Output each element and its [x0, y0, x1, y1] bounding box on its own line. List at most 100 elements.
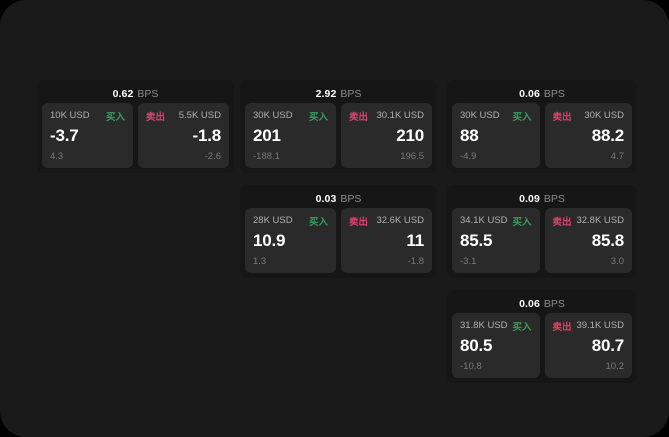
spread-card[interactable]: 0.03 BPS 28K USD 买入 10.9 1.3 卖出 — [240, 185, 437, 278]
buy-panel[interactable]: 30K USD 买入 201 -188.1 — [245, 103, 336, 168]
sell-panel-header: 卖出 32.8K USD — [552, 214, 625, 228]
sell-sub-value: 10.2 — [605, 361, 625, 372]
sell-price: 85.8 — [591, 231, 624, 250]
card-header: 2.92 BPS — [245, 85, 432, 103]
spread-card[interactable]: 0.06 BPS 31.8K USD 买入 80.5 -10.8 卖 — [447, 290, 637, 383]
card-body: 34.1K USD 买入 85.5 -3.1 卖出 32.8K USD 85.8… — [452, 208, 632, 273]
sell-side-label: 卖出 — [349, 111, 369, 123]
bps-unit-label: BPS — [543, 298, 565, 310]
buy-panel[interactable]: 10K USD 买入 -3.7 4.3 — [42, 103, 133, 168]
sell-panel[interactable]: 卖出 32.6K USD 11 -1.8 — [341, 208, 432, 273]
sell-sub-value: 4.7 — [610, 151, 624, 162]
sell-panel[interactable]: 卖出 5.5K USD -1.8 -2.6 — [138, 103, 229, 168]
buy-price: 80.5 — [460, 336, 493, 355]
sell-side-label: 卖出 — [146, 111, 166, 123]
buy-size-label: 30K USD — [460, 110, 500, 121]
buy-side-label: 买入 — [308, 216, 328, 228]
buy-side-label: 买入 — [512, 321, 532, 333]
board-column-2: 2.92 BPS 30K USD 买入 201 -188.1 卖出 — [240, 80, 437, 278]
card-header: 0.03 BPS — [245, 190, 432, 208]
sell-panel[interactable]: 卖出 32.8K USD 85.8 3.0 — [544, 208, 632, 273]
card-header: 0.06 BPS — [452, 85, 632, 103]
buy-panel[interactable]: 34.1K USD 买入 85.5 -3.1 — [452, 208, 540, 273]
sell-side-label: 卖出 — [552, 216, 572, 228]
buy-side-label: 买入 — [105, 111, 125, 123]
sell-panel[interactable]: 卖出 30.1K USD 210 196.5 — [341, 103, 432, 168]
buy-sub-value: -3.1 — [460, 256, 477, 267]
sell-panel[interactable]: 卖出 30K USD 88.2 4.7 — [544, 103, 632, 168]
buy-sub-value: -188.1 — [253, 151, 280, 162]
buy-panel[interactable]: 31.8K USD 买入 80.5 -10.8 — [452, 313, 540, 378]
buy-panel-header: 30K USD 买入 — [460, 109, 532, 123]
buy-panel[interactable]: 30K USD 买入 88 -4.9 — [452, 103, 540, 168]
card-body: 10K USD 买入 -3.7 4.3 卖出 5.5K USD -1.8 -2.… — [42, 103, 229, 168]
card-body: 31.8K USD 买入 80.5 -10.8 卖出 39.1K USD 80.… — [452, 313, 632, 378]
board-column-3: 0.06 BPS 30K USD 买入 88 -4.9 卖出 — [447, 80, 637, 383]
buy-panel-header: 10K USD 买入 — [50, 109, 125, 123]
spread-card[interactable]: 0.62 BPS 10K USD 买入 -3.7 4.3 卖出 — [37, 80, 234, 173]
card-body: 30K USD 买入 88 -4.9 卖出 30K USD 88.2 4.7 — [452, 103, 632, 168]
buy-panel-header: 28K USD 买入 — [253, 214, 328, 228]
buy-price: 88 — [460, 126, 479, 145]
sell-size-label: 5.5K USD — [178, 110, 221, 121]
sell-sub-value: -2.6 — [204, 151, 221, 162]
sell-panel-header: 卖出 32.6K USD — [349, 214, 424, 228]
bps-unit-label: BPS — [340, 88, 362, 100]
buy-price: -3.7 — [50, 126, 79, 145]
buy-sub-value: -4.9 — [460, 151, 477, 162]
card-header: 0.09 BPS — [452, 190, 632, 208]
spread-card[interactable]: 0.06 BPS 30K USD 买入 88 -4.9 卖出 — [447, 80, 637, 173]
buy-sub-value: -10.8 — [460, 361, 482, 372]
sell-sub-value: 3.0 — [610, 256, 624, 267]
spread-card[interactable]: 2.92 BPS 30K USD 买入 201 -188.1 卖出 — [240, 80, 437, 173]
spread-card[interactable]: 0.09 BPS 34.1K USD 买入 85.5 -3.1 卖出 — [447, 185, 637, 278]
spread-card-board: 0.62 BPS 10K USD 买入 -3.7 4.3 卖出 — [37, 80, 637, 383]
card-header: 0.06 BPS — [452, 295, 632, 313]
buy-sub-value: 4.3 — [50, 151, 64, 162]
bps-unit-label: BPS — [543, 88, 565, 100]
buy-price: 201 — [253, 126, 281, 145]
sell-size-label: 32.8K USD — [576, 215, 624, 226]
buy-panel[interactable]: 28K USD 买入 10.9 1.3 — [245, 208, 336, 273]
sell-size-label: 30K USD — [584, 110, 624, 121]
sell-price: -1.8 — [192, 126, 222, 145]
buy-side-label: 买入 — [512, 216, 532, 228]
buy-panel-header: 31.8K USD 买入 — [460, 319, 532, 333]
sell-panel-header: 卖出 30K USD — [552, 109, 625, 123]
buy-size-label: 30K USD — [253, 110, 293, 121]
bps-unit-label: BPS — [137, 88, 159, 100]
card-body: 28K USD 买入 10.9 1.3 卖出 32.6K USD 11 -1.8 — [245, 208, 432, 273]
sell-sub-value: -1.8 — [407, 256, 424, 267]
buy-price: 10.9 — [253, 231, 286, 250]
buy-size-label: 28K USD — [253, 215, 293, 226]
sell-panel-header: 卖出 30.1K USD — [349, 109, 424, 123]
sell-side-label: 卖出 — [552, 111, 572, 123]
buy-price: 85.5 — [460, 231, 493, 250]
bps-unit-label: BPS — [340, 193, 362, 205]
sell-price: 11 — [406, 231, 424, 250]
buy-size-label: 31.8K USD — [460, 320, 508, 331]
bps-value: 2.92 — [315, 88, 337, 100]
sell-size-label: 32.6K USD — [376, 215, 424, 226]
sell-side-label: 卖出 — [552, 321, 572, 333]
board-column-1: 0.62 BPS 10K USD 买入 -3.7 4.3 卖出 — [37, 80, 234, 173]
sell-panel-header: 卖出 5.5K USD — [146, 109, 221, 123]
buy-sub-value: 1.3 — [253, 256, 267, 267]
sell-panel[interactable]: 卖出 39.1K USD 80.7 10.2 — [544, 313, 632, 378]
buy-panel-header: 30K USD 买入 — [253, 109, 328, 123]
bps-value: 0.09 — [519, 193, 540, 205]
buy-size-label: 10K USD — [50, 110, 90, 121]
bps-value: 0.03 — [315, 193, 337, 205]
card-header: 0.62 BPS — [42, 85, 229, 103]
sell-size-label: 30.1K USD — [376, 110, 424, 121]
buy-size-label: 34.1K USD — [460, 215, 508, 226]
sell-size-label: 39.1K USD — [576, 320, 624, 331]
sell-price: 88.2 — [591, 126, 624, 145]
card-body: 30K USD 买入 201 -188.1 卖出 30.1K USD 210 1… — [245, 103, 432, 168]
sell-sub-value: 196.5 — [400, 151, 424, 162]
bps-value: 0.62 — [112, 88, 134, 100]
sell-panel-header: 卖出 39.1K USD — [552, 319, 625, 333]
buy-panel-header: 34.1K USD 买入 — [460, 214, 532, 228]
sell-side-label: 卖出 — [349, 216, 369, 228]
